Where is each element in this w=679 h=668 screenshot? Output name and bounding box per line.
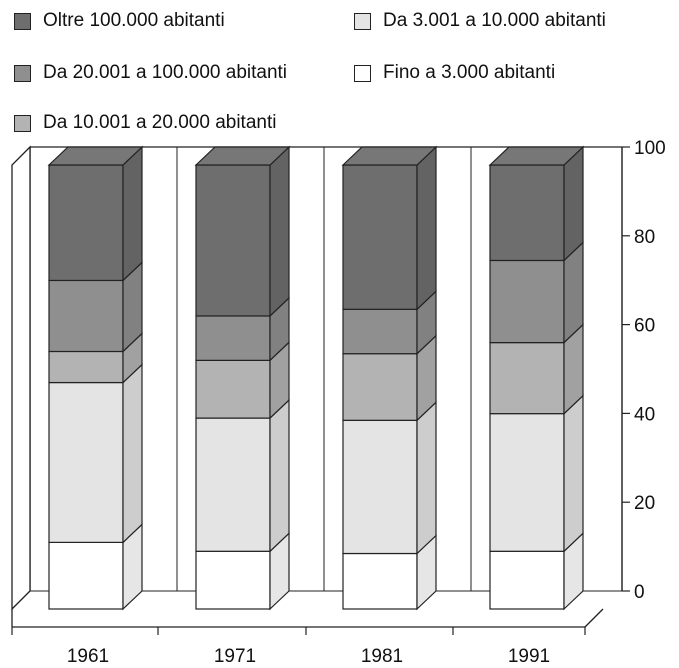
bar-segment-side	[563, 394, 584, 553]
bar-top-face	[47, 146, 144, 166]
bar-segment-side	[269, 398, 290, 553]
bar-segment	[489, 342, 565, 415]
bar-segment	[195, 164, 271, 317]
chart-legend: Oltre 100.000 abitanti Da 3.001 a 10.000…	[0, 0, 679, 140]
bar-top-face	[194, 146, 291, 166]
bar-segment-side	[269, 145, 290, 318]
legend-label: Da 10.001 a 20.000 abitanti	[43, 112, 277, 133]
bar-top-face	[488, 146, 585, 166]
bar-top-face	[341, 146, 438, 166]
bar-segment	[489, 550, 565, 610]
legend-label: Fino a 3.000 abitanti	[383, 62, 556, 83]
bar-segment	[342, 419, 418, 555]
x-tick-label: 1991	[508, 646, 550, 667]
legend-label: Da 20.001 a 100.000 abitanti	[43, 62, 288, 83]
legend-item-10001-20000: Da 10.001 a 20.000 abitanti	[14, 112, 276, 134]
bar-segment	[195, 359, 271, 419]
bar-segment	[48, 541, 124, 610]
bar-segment	[489, 164, 565, 262]
floor-left-edge	[11, 590, 31, 610]
bar-segment	[48, 381, 124, 543]
legend-swatch	[354, 12, 371, 30]
bar-segment	[195, 550, 271, 610]
bar-segment	[342, 308, 418, 355]
legend-swatch	[14, 12, 31, 30]
bar-segment	[195, 315, 271, 361]
legend-label: Da 3.001 a 10.000 abitanti	[383, 10, 606, 31]
legend-swatch	[14, 64, 31, 82]
y-tick-label: 20	[634, 493, 655, 514]
legend-item-fino-3000: Fino a 3.000 abitanti	[354, 62, 555, 84]
bar-segment-side	[122, 363, 143, 544]
legend-swatch	[354, 64, 371, 82]
x-tick-label: 1961	[67, 646, 109, 667]
x-tick-label: 1981	[361, 646, 403, 667]
bar-segment	[489, 413, 565, 552]
bar-segment	[195, 417, 271, 552]
legend-label: Oltre 100.000 abitanti	[43, 10, 225, 31]
y-tick-label: 100	[634, 138, 666, 159]
bar-segment	[489, 259, 565, 344]
bar-segment	[342, 164, 418, 310]
y-tick-label: 60	[634, 316, 655, 337]
bar-segment	[48, 350, 124, 384]
bar-segment	[342, 552, 418, 610]
bar-segment-side	[563, 145, 584, 262]
y-tick-label: 0	[634, 582, 645, 603]
left-wall	[11, 145, 31, 611]
bar-segment-side	[122, 145, 143, 282]
legend-swatch	[14, 114, 31, 132]
bar-segment	[342, 353, 418, 421]
legend-item-3001-10000: Da 3.001 a 10.000 abitanti	[354, 10, 606, 32]
y-tick-label: 40	[634, 404, 655, 425]
bar-segment-side	[416, 145, 437, 311]
bar-segment	[48, 279, 124, 353]
floor-right-edge	[584, 608, 604, 628]
legend-item-20001-100000: Da 20.001 a 100.000 abitanti	[14, 62, 287, 84]
bar-segment-side	[416, 400, 437, 555]
y-tick-label: 80	[634, 227, 655, 248]
x-tick-label: 1971	[214, 646, 256, 667]
bar-segment	[48, 164, 124, 282]
legend-item-oltre-100000: Oltre 100.000 abitanti	[14, 10, 225, 32]
